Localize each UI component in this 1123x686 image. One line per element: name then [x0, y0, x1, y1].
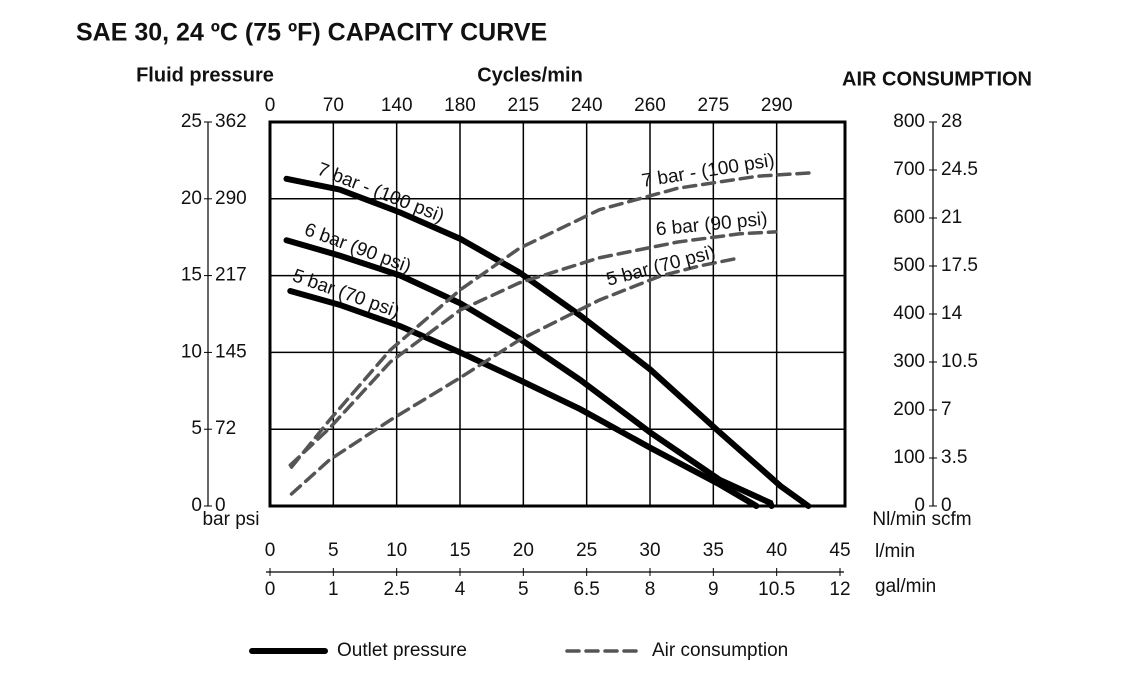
gal-tick-label: 2.5 [383, 579, 409, 600]
y-tick-label: 0 [191, 495, 202, 516]
y-tick-label: 5 [191, 418, 202, 439]
legend-label: Outlet pressure [337, 640, 467, 661]
y-axis-units: bar psi [202, 509, 259, 530]
gal-tick-label: 6.5 [573, 579, 599, 600]
x-tick-label: 35 [703, 540, 724, 561]
legend-label: Air consumption [652, 640, 788, 661]
line [283, 237, 775, 509]
scfm-tick-label: 17.5 [941, 255, 978, 276]
y-tick-label: 15 [181, 265, 202, 286]
x-tick-label: 15 [449, 540, 470, 561]
cycle-tick-label: 215 [507, 95, 539, 116]
gal-tick-label: 0 [265, 579, 276, 600]
plot-frame [268, 120, 847, 508]
scfm-tick-label: 10.5 [941, 351, 978, 372]
curve-label: 7 bar - (100 psi) [314, 159, 447, 227]
scfm-tick-label: 21 [941, 207, 962, 228]
y2-axis-title: AIR CONSUMPTION [842, 68, 1032, 90]
psi-tick-label: 290 [215, 188, 247, 209]
y2-tick-label: 300 [893, 351, 925, 372]
x2-axis-units: gal/min [875, 576, 936, 597]
y2-tick-label: 800 [893, 111, 925, 132]
cycle-tick-label: 140 [381, 95, 413, 116]
psi-tick-label: 0 [215, 495, 226, 516]
cycle-tick-label: 240 [571, 95, 603, 116]
scfm-tick-label: 24.5 [941, 159, 978, 180]
curve-label: 6 bar (90 psi) [655, 209, 768, 241]
scfm-tick-label: 7 [941, 399, 952, 420]
y2-tick-label: 0 [914, 495, 925, 516]
gal-tick-label: 5 [518, 579, 529, 600]
cycle-tick-label: 70 [323, 95, 344, 116]
gal-tick-label: 10.5 [758, 579, 795, 600]
psi-tick-label: 362 [215, 111, 247, 132]
x-tick-label: 20 [513, 540, 534, 561]
y-tick-label: 10 [181, 341, 202, 362]
scfm-tick-label: 14 [941, 303, 963, 324]
x-axis-units: l/min [875, 541, 915, 562]
psi-tick-label: 217 [215, 265, 247, 286]
y2-axis-units: Nl/min scfm [872, 509, 971, 530]
line [287, 288, 760, 509]
y2-tick-label: 500 [893, 255, 925, 276]
top-axis-title: Cycles/min [477, 64, 583, 86]
cycle-tick-label: 290 [761, 95, 793, 116]
psi-tick-label: 72 [215, 418, 236, 439]
scfm-tick-label: 28 [941, 111, 962, 132]
x-tick-label: 5 [328, 540, 339, 561]
line [283, 175, 812, 509]
x-tick-label: 10 [386, 540, 407, 561]
x-tick-label: 0 [265, 540, 276, 561]
cycle-tick-label: 180 [444, 95, 476, 116]
y2-tick-label: 400 [893, 303, 925, 324]
x-tick-label: 40 [766, 540, 787, 561]
line [289, 171, 812, 469]
gal-tick-label: 1 [328, 579, 339, 600]
scfm-tick-label: 3.5 [941, 447, 967, 468]
gal-tick-label: 8 [645, 579, 656, 600]
curve-label: 7 bar - (100 psi) [640, 150, 776, 192]
gal-tick-label: 9 [708, 579, 719, 600]
y-tick-label: 20 [181, 188, 202, 209]
scfm-tick-label: 0 [941, 495, 952, 516]
y-axis-title: Fluid pressure [136, 64, 274, 86]
line [288, 230, 778, 467]
cycle-tick-label: 260 [634, 95, 666, 116]
curve-label: 5 bar (70 psi) [604, 242, 718, 291]
x-tick-label: 30 [639, 540, 660, 561]
gal-tick-label: 4 [455, 579, 466, 600]
y2-tick-label: 100 [893, 447, 925, 468]
line [289, 256, 742, 496]
cycle-tick-label: 0 [265, 95, 276, 116]
y-tick-label: 25 [181, 111, 202, 132]
x-tick-label: 25 [576, 540, 597, 561]
psi-tick-label: 145 [215, 341, 247, 362]
y2-tick-label: 700 [893, 159, 925, 180]
chart-title: SAE 30, 24 ºC (75 ºF) CAPACITY CURVE [76, 19, 547, 47]
gal-tick-label: 12 [829, 579, 850, 600]
y2-tick-label: 600 [893, 207, 925, 228]
y2-tick-label: 200 [893, 399, 925, 420]
cycle-tick-label: 275 [697, 95, 729, 116]
x-tick-label: 45 [829, 540, 850, 561]
